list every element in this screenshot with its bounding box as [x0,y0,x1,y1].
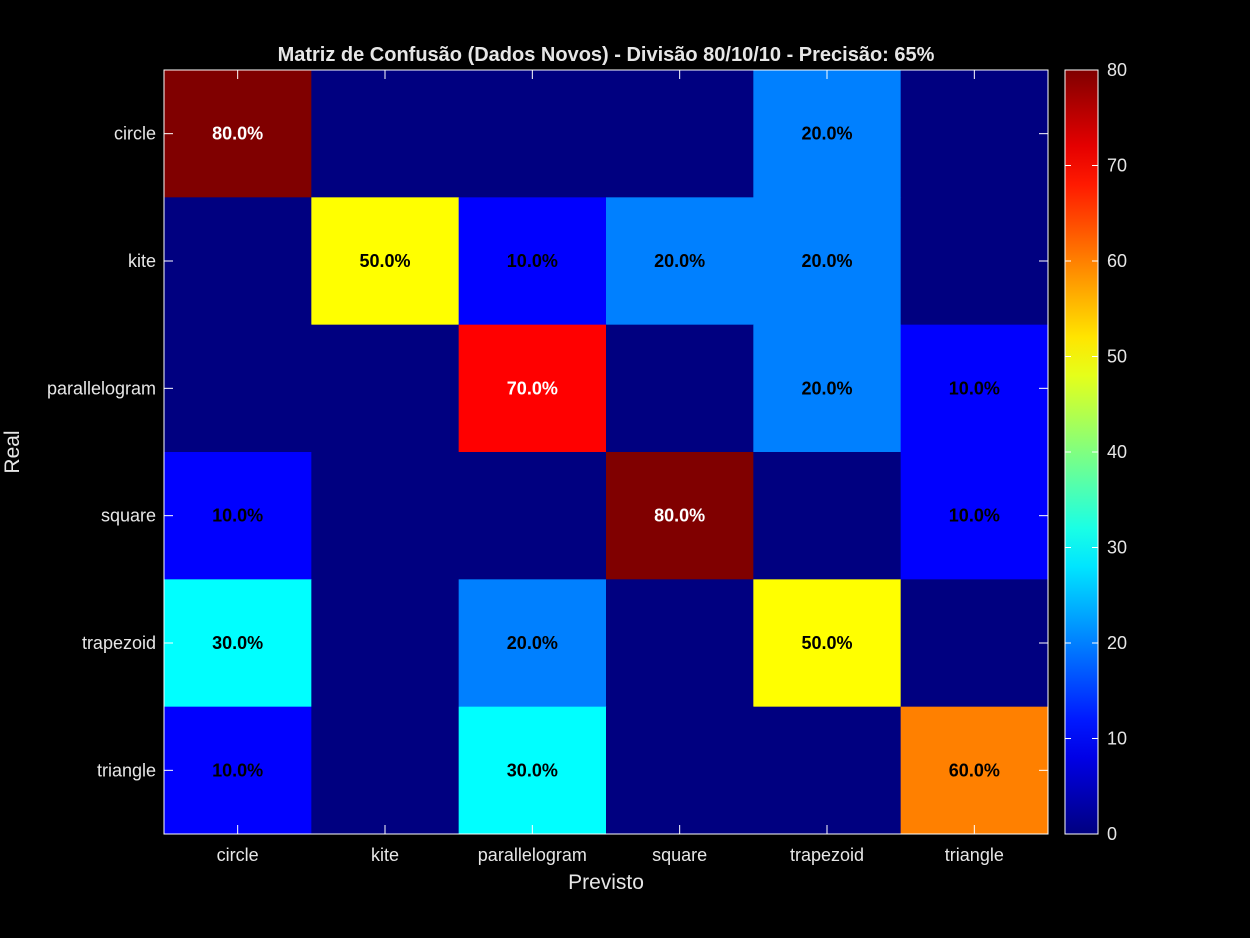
heatmap-cell-parallelogram-square [606,324,754,453]
heatmap-cell-trapezoid-triangle [900,579,1049,708]
x-axis-label: Previsto [568,871,644,894]
colorbar-tick-label: 10 [1107,729,1127,749]
y-tick-label-parallelogram: parallelogram [47,378,156,398]
cell-value-label: 20.0% [507,633,558,653]
y-tick-labels: circle kite parallelogram square trapezoid tr… [47,124,156,781]
heatmap-cell-kite-circle [164,197,312,326]
plot-axes [163,69,1049,835]
x-tick-label-circle: circle [217,845,259,865]
cell-value-label: 10.0% [212,506,263,526]
cell-value-label: 30.0% [212,633,263,653]
y-axis-label: Real [1,430,24,473]
heatmap-cell-circle-square [606,70,754,198]
heatmap-cell-kite-parallelogram [458,197,607,326]
heatmap-cell-square-triangle [900,452,1049,580]
cell-value-label: 10.0% [507,251,558,271]
cell-value-label: 50.0% [801,633,852,653]
cell-value-label: 20.0% [801,251,852,271]
x-tick-label-trapezoid: trapezoid [790,845,864,865]
heatmap-cell-square-square [606,452,754,580]
chart-title: Matriz de Confusão (Dados Novos) - Divis… [278,44,935,66]
y-tick-label-square: square [101,506,156,526]
cell-value-label: 50.0% [359,251,410,271]
x-tick-label-triangle: triangle [945,845,1004,865]
heatmap-cell-parallelogram-triangle [900,324,1049,453]
heatmap-cell-circle-trapezoid [753,70,902,198]
cell-value-label: 20.0% [801,124,852,144]
heatmap-cell-parallelogram-kite [311,324,460,453]
heatmap-cell-kite-triangle [900,197,1049,326]
y-tick-label-kite: kite [128,251,156,271]
heatmap-cell-triangle-triangle [900,706,1049,835]
colorbar-tick-label: 40 [1107,442,1127,462]
heatmap-cell-square-circle [164,452,312,580]
heatmap-cell-triangle-kite [311,706,460,835]
colorbar: 0 10 20 30 40 50 60 70 80 [1064,60,1127,844]
colorbar-tick-label: 80 [1107,60,1127,80]
heatmap-cell-circle-parallelogram [458,70,607,198]
colorbar-tick-label: 70 [1107,156,1127,176]
heatmap-cell-parallelogram-trapezoid [753,324,902,453]
heatmap-cell-kite-trapezoid [753,197,902,326]
heatmap-cell-circle-triangle [900,70,1049,198]
cell-value-label: 10.0% [949,506,1000,526]
heatmap-cell-kite-square [606,197,754,326]
cell-value-label: 20.0% [801,378,852,398]
heatmap-cell-square-kite [311,452,460,580]
cell-value-label: 80.0% [654,506,705,526]
x-tick-labels: circle kite parallelogram square trapezoid tr… [217,845,1004,865]
cell-value-label: 30.0% [507,760,558,780]
x-tick-label-kite: kite [371,845,399,865]
cell-value-label: 60.0% [949,760,1000,780]
cell-value-label: 10.0% [212,760,263,780]
heatmap-cells [164,70,1049,835]
colorbar-tick-label: 50 [1107,347,1127,367]
heatmap-cell-trapezoid-kite [311,579,460,708]
heatmap-cell-circle-kite [311,70,460,198]
plot-frame [163,69,1049,835]
heatmap-cell-triangle-parallelogram [458,706,607,835]
heatmap-cell-square-parallelogram [458,452,607,580]
colorbar-tick-label: 60 [1107,251,1127,271]
heatmap-cell-kite-kite [311,197,460,326]
heatmap-cell-circle-circle [164,70,312,198]
heatmap-cell-parallelogram-circle [164,324,312,453]
heatmap-cell-labels: 80.0% 20.0% 50.0% 10.0% 20.0% 20.0% 70.0% 20.0%… [212,124,1000,781]
x-tick-label-parallelogram: parallelogram [478,845,587,865]
cell-value-label: 80.0% [212,124,263,144]
heatmap-cell-trapezoid-parallelogram [458,579,607,708]
heatmap-cell-triangle-trapezoid [753,706,902,835]
y-tick-label-trapezoid: trapezoid [82,633,156,653]
cell-value-label: 10.0% [949,378,1000,398]
cell-value-label: 70.0% [507,378,558,398]
y-tick-label-triangle: triangle [97,760,156,780]
heatmap-cell-trapezoid-square [606,579,754,708]
colorbar-tick-label: 20 [1107,633,1127,653]
heatmap-cell-triangle-circle [164,706,312,835]
y-tick-label-circle: circle [114,124,156,144]
x-tick-label-square: square [652,845,707,865]
colorbar-tick-label: 0 [1107,824,1117,844]
heatmap-cell-triangle-square [606,706,754,835]
heatmap-cell-trapezoid-circle [164,579,312,708]
colorbar-tick-label: 30 [1107,538,1127,558]
cell-value-label: 20.0% [654,251,705,271]
heatmap-cell-square-trapezoid [753,452,902,580]
heatmap-cell-parallelogram-parallelogram [458,324,607,453]
heatmap-cell-trapezoid-trapezoid [753,579,902,708]
